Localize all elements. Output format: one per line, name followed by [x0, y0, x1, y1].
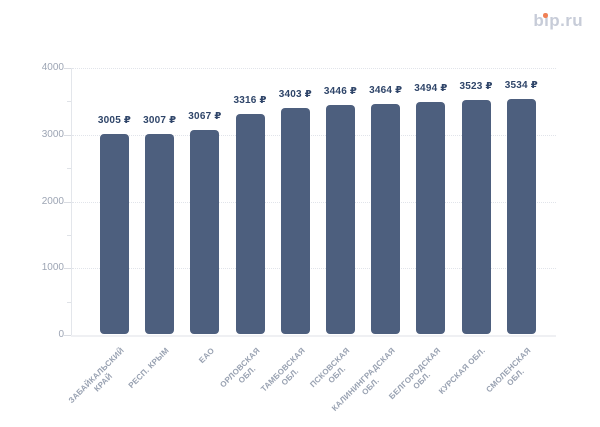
y-axis-tick	[64, 134, 71, 136]
y-axis-line	[71, 68, 72, 335]
y-axis-tick-label: 2000	[41, 195, 64, 207]
y-axis-tick	[64, 268, 71, 270]
y-axis-tick-label: 1000	[41, 262, 64, 274]
bar[interactable]	[416, 101, 446, 334]
y-gridline	[72, 68, 556, 69]
bar[interactable]	[280, 107, 310, 334]
y-gridline	[72, 134, 556, 136]
bar-value-label: 3007 ₽	[143, 115, 177, 127]
bar[interactable]	[371, 103, 401, 334]
y-axis-tick-label: 0	[58, 329, 64, 340]
bar-value-label: 3534 ₽	[504, 80, 538, 92]
y-axis-tick	[64, 335, 71, 336]
y-gridline	[72, 268, 556, 270]
bar-value-label: 3316 ₽	[233, 94, 267, 106]
y-axis-tick-label: 4000	[41, 62, 64, 73]
x-axis-category-label: ЗАБАЙКАЛЬСКИЙ КРАЙ	[66, 346, 126, 406]
x-axis-category-label: ТАМБОВСКАЯ ОБЛ.	[258, 346, 307, 394]
bar[interactable]	[190, 130, 220, 334]
x-axis-category-label: СМОЛЕНСКАЯ ОБЛ.	[484, 346, 533, 395]
bar-value-label: 3067 ₽	[188, 111, 222, 123]
bar-value-label: 3446 ₽	[323, 85, 358, 97]
y-axis-minor-tick	[67, 301, 71, 303]
bar[interactable]	[235, 113, 265, 334]
bar-value-label: 3403 ₽	[278, 88, 312, 100]
x-axis-category-label: КУРСКАЯ ОБЛ.	[437, 346, 488, 396]
y-axis-tick	[64, 68, 71, 69]
bar[interactable]	[461, 99, 491, 334]
y-axis-minor-tick	[67, 234, 71, 236]
y-axis-minor-tick	[67, 101, 71, 103]
bar[interactable]	[506, 99, 536, 334]
brand-logo[interactable]: bip.ru	[533, 12, 583, 29]
x-axis-category-label: РЕСП. КРЫМ	[126, 346, 172, 391]
bar[interactable]	[145, 134, 175, 334]
bar-value-label: 3494 ₽	[414, 82, 448, 94]
bar[interactable]	[100, 134, 129, 334]
x-axis-category-label: ЕАО	[197, 346, 217, 365]
bar-value-label: 3523 ₽	[459, 80, 493, 92]
y-gridline	[72, 201, 556, 203]
bar-value-label: 3464 ₽	[369, 84, 403, 96]
x-axis-line	[71, 335, 556, 337]
y-axis-tick	[64, 201, 71, 203]
bar[interactable]	[326, 104, 355, 334]
y-axis-tick-label: 3000	[41, 128, 64, 140]
y-axis-minor-tick	[67, 168, 71, 170]
bar-value-label: 3005 ₽	[97, 115, 132, 127]
logo-orange-dot-icon	[543, 13, 548, 18]
